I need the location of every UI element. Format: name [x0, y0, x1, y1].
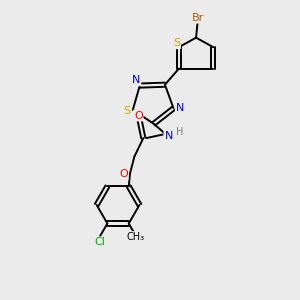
Text: Br: Br	[191, 13, 204, 23]
Text: O: O	[134, 110, 142, 121]
Text: S: S	[123, 106, 130, 116]
Text: N: N	[164, 131, 173, 141]
Text: Cl: Cl	[94, 237, 105, 247]
Text: O: O	[119, 169, 128, 179]
Text: N: N	[132, 75, 140, 85]
Text: N: N	[176, 103, 184, 113]
Text: CH₃: CH₃	[127, 232, 145, 242]
Text: H: H	[176, 127, 184, 137]
Text: S: S	[173, 38, 180, 48]
